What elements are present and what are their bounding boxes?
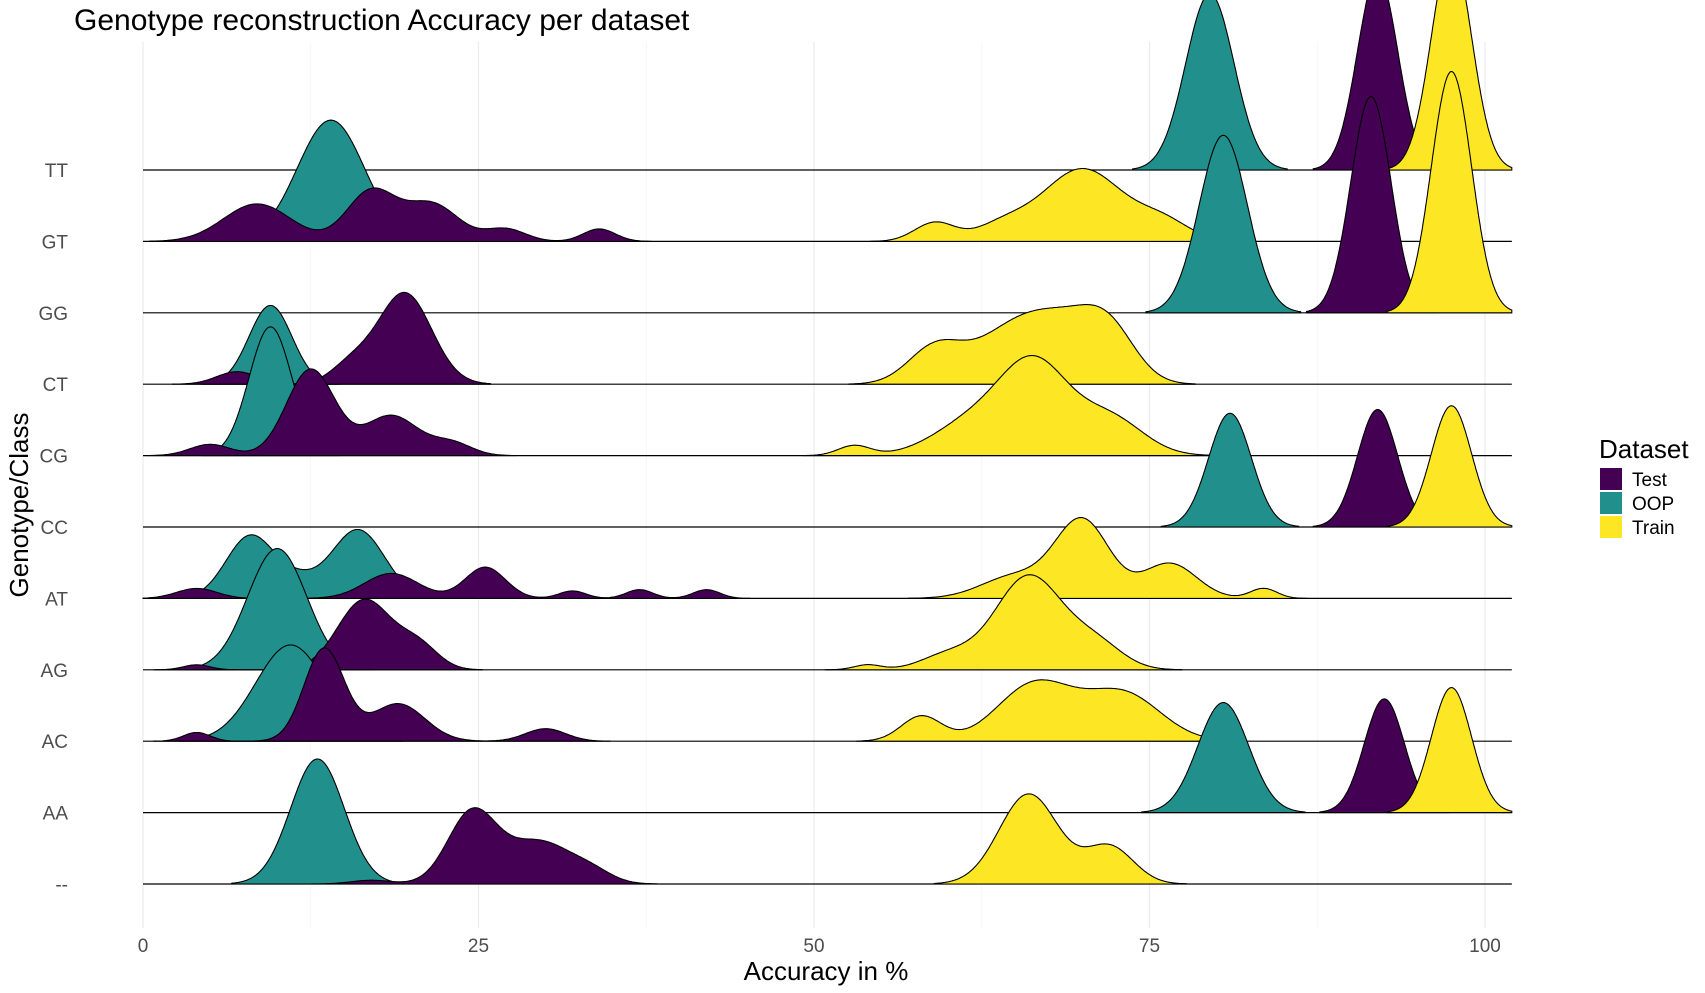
- ridge-row-CG: [143, 326, 1512, 457]
- density-oop-GG: [1145, 134, 1302, 314]
- density-train-AA: [1386, 687, 1513, 814]
- y-axis-ticks: -- AA AC AG AT CC CG CT GG GT TT: [38, 161, 68, 896]
- density-oop-AA: [1141, 702, 1306, 814]
- y-tick-label: AG: [41, 661, 68, 682]
- ridges: [142, 0, 1513, 885]
- y-tick-label: --: [55, 875, 68, 896]
- legend-key-test: [1600, 468, 1622, 490]
- y-tick-label: AC: [42, 732, 68, 753]
- ridge-row-AC: [143, 644, 1512, 742]
- legend-label-test: Test: [1632, 470, 1668, 491]
- density-test-GT: [149, 187, 652, 242]
- density-train-CC: [1386, 405, 1513, 528]
- x-tick-label: 75: [1139, 936, 1160, 957]
- legend: Dataset Test OOP Train: [1599, 434, 1689, 539]
- density-train-CG: [802, 354, 1218, 457]
- density-train-CT: [848, 304, 1196, 385]
- density-test-CT: [171, 291, 492, 385]
- density-train-GT: [869, 167, 1250, 242]
- ridge-row-CT: [143, 291, 1512, 385]
- y-tick-label: AT: [45, 589, 68, 610]
- x-axis-title: Accuracy in %: [744, 956, 909, 986]
- density-train-AC: [856, 679, 1244, 742]
- x-tick-label: 100: [1469, 936, 1501, 957]
- ridge-row-: [143, 758, 1512, 885]
- ridge-row-GG: [143, 71, 1513, 314]
- x-tick-label: 0: [138, 936, 149, 957]
- x-tick-label: 50: [803, 936, 824, 957]
- y-tick-label: TT: [45, 161, 69, 182]
- y-axis-title: Genotype/Class: [4, 413, 34, 598]
- density-train-: [933, 793, 1188, 885]
- density-train-AG: [824, 574, 1183, 671]
- ridge-row-AT: [142, 517, 1512, 600]
- density-test-: [306, 807, 658, 885]
- y-tick-label: GG: [38, 304, 68, 325]
- y-tick-label: AA: [43, 804, 69, 825]
- density-test-AT: [142, 566, 751, 599]
- y-tick-label: CT: [43, 375, 69, 396]
- density-oop-: [231, 758, 404, 885]
- legend-label-train: Train: [1632, 518, 1675, 539]
- y-tick-label: GT: [42, 232, 69, 253]
- ridge-row-AG: [143, 547, 1512, 671]
- ridge-row-GT: [143, 119, 1512, 242]
- legend-label-oop: OOP: [1632, 494, 1674, 515]
- density-oop-TT: [1132, 0, 1288, 171]
- ridge-row-CC: [143, 405, 1513, 528]
- density-test-CG: [145, 368, 517, 457]
- legend-key-train: [1600, 516, 1622, 538]
- density-train-AT: [907, 517, 1308, 599]
- density-train-GG: [1386, 71, 1513, 314]
- ridge-row-AA: [143, 687, 1513, 814]
- density-test-AC: [153, 647, 611, 742]
- x-axis-ticks: 0 25 50 75 100: [138, 936, 1501, 957]
- legend-title: Dataset: [1599, 434, 1689, 464]
- y-tick-label: CG: [40, 447, 69, 468]
- density-oop-CC: [1160, 412, 1300, 528]
- x-tick-label: 25: [468, 936, 489, 957]
- legend-key-oop: [1600, 492, 1622, 514]
- y-tick-label: CC: [41, 518, 68, 539]
- chart-title: Genotype reconstruction Accuracy per dat…: [74, 4, 690, 37]
- legend-items: Test OOP Train: [1600, 468, 1675, 539]
